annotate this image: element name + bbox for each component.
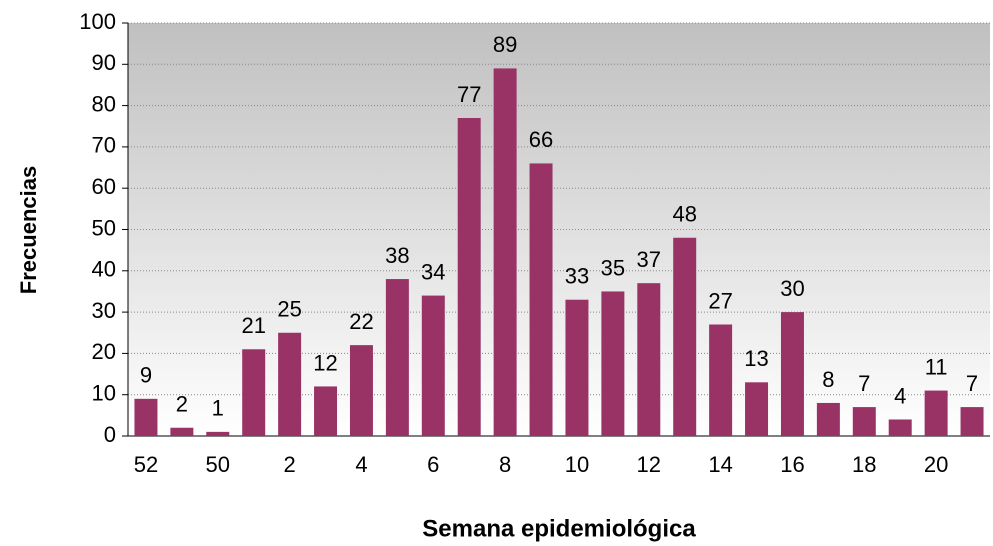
bar [924, 390, 948, 436]
value-label: 25 [277, 297, 301, 322]
x-tick-label: 8 [499, 452, 511, 477]
y-axis-title: Frecuencias [16, 166, 41, 294]
x-tick-label: 6 [427, 452, 439, 477]
value-label: 38 [385, 243, 409, 268]
bar [349, 345, 373, 436]
value-label: 34 [421, 259, 445, 284]
value-label: 27 [708, 288, 732, 313]
y-tick-label: 40 [92, 257, 116, 282]
value-label: 11 [925, 354, 948, 379]
y-tick-label: 90 [92, 50, 116, 75]
y-tick-label: 20 [92, 339, 116, 364]
value-label: 2 [176, 392, 188, 417]
y-tick-label: 0 [104, 422, 116, 447]
value-label: 66 [529, 127, 553, 152]
bar [816, 402, 840, 436]
value-label: 1 [212, 396, 224, 421]
value-label: 12 [313, 350, 337, 375]
bar [206, 431, 230, 436]
y-tick-label: 70 [92, 133, 116, 158]
x-tick-label: 18 [852, 452, 876, 477]
value-label: 22 [349, 309, 373, 334]
bar [709, 324, 733, 436]
x-tick-label: 16 [780, 452, 804, 477]
bar [888, 419, 912, 436]
value-label: 21 [241, 313, 265, 338]
value-label: 30 [780, 276, 804, 301]
x-axis-title: Semana epidemiológica [422, 515, 696, 542]
value-label: 35 [601, 255, 625, 280]
value-label: 48 [672, 202, 696, 227]
bar [780, 312, 804, 436]
x-tick-label: 50 [206, 452, 230, 477]
bar [242, 349, 266, 436]
bar [278, 332, 302, 436]
value-label: 33 [565, 264, 589, 289]
x-tick-label: 20 [924, 452, 948, 477]
y-tick-label: 100 [79, 9, 116, 34]
bar [637, 283, 661, 436]
value-label: 9 [140, 363, 152, 388]
y-tick-label: 10 [92, 381, 116, 406]
bar [170, 427, 194, 436]
value-label: 4 [894, 383, 906, 408]
bar [421, 295, 445, 436]
plot-area [128, 23, 990, 436]
x-tick-label: 52 [134, 452, 158, 477]
y-tick-label: 80 [92, 91, 116, 116]
value-label: 89 [493, 32, 517, 57]
bar [565, 299, 589, 436]
value-label: 37 [637, 247, 661, 272]
value-label: 13 [744, 346, 768, 371]
y-tick-label: 30 [92, 298, 116, 323]
y-tick-label: 50 [92, 215, 116, 240]
bar [745, 382, 769, 436]
x-tick-label: 2 [284, 452, 296, 477]
bar [601, 291, 625, 436]
x-tick-label: 10 [565, 452, 589, 477]
bar [673, 237, 697, 436]
value-label: 8 [822, 367, 834, 392]
bar [852, 407, 876, 436]
bar [134, 398, 158, 436]
value-label: 77 [457, 82, 481, 107]
x-tick-label: 14 [708, 452, 732, 477]
x-tick-label: 4 [355, 452, 367, 477]
bar [385, 279, 409, 436]
bar [960, 407, 984, 436]
bar [529, 163, 553, 437]
y-tick-label: 60 [92, 174, 116, 199]
bar [314, 386, 338, 436]
bar [493, 68, 517, 437]
bar [457, 117, 481, 437]
value-label: 7 [858, 371, 870, 396]
x-tick-label: 12 [637, 452, 661, 477]
value-label: 7 [966, 371, 978, 396]
